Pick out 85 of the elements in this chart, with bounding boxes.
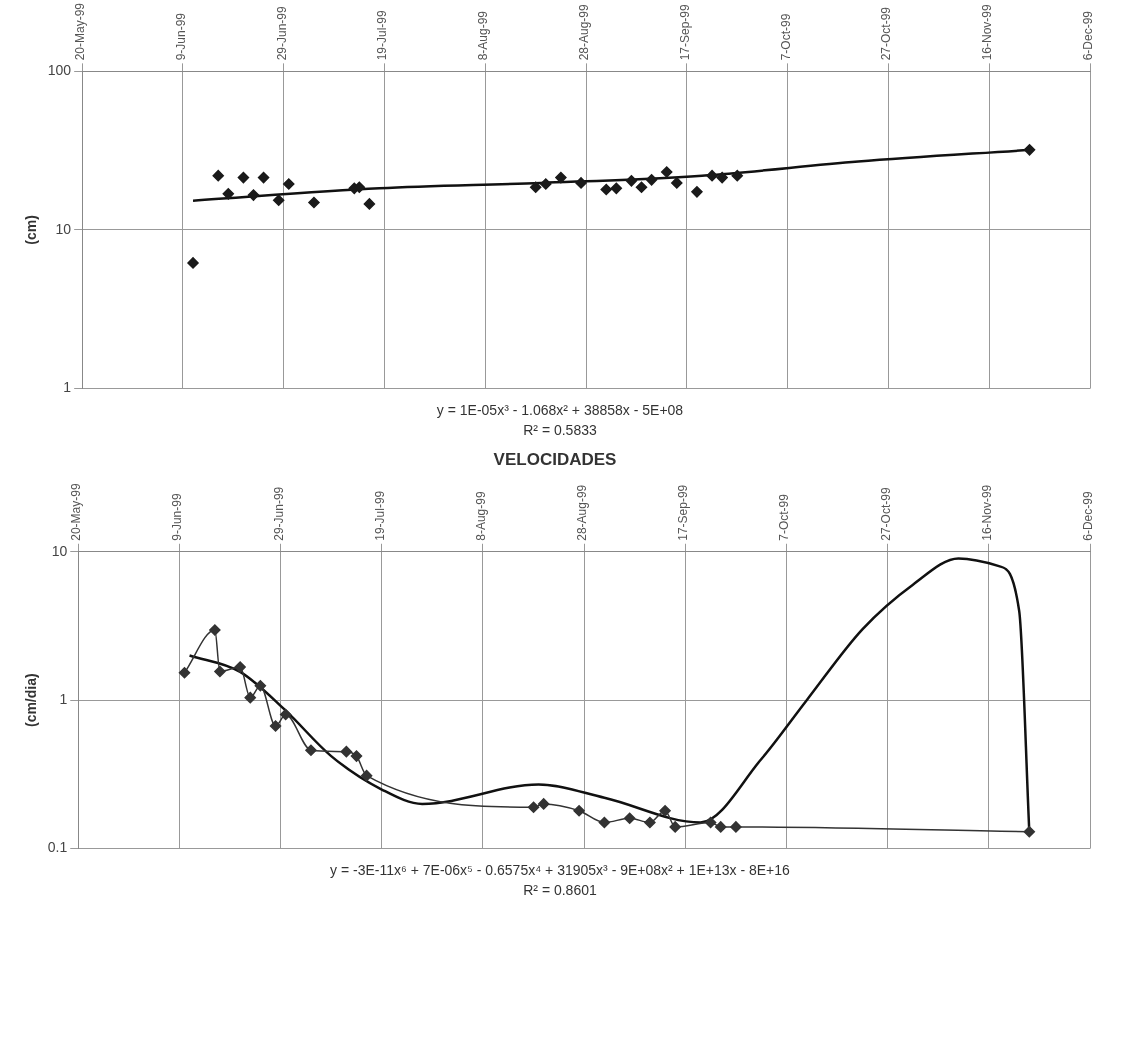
point <box>714 821 727 833</box>
point <box>237 171 250 184</box>
x-tick-label: 19-Jul-99 <box>375 10 390 61</box>
x-tick-label: 29-Jun-99 <box>274 6 289 61</box>
point <box>247 189 260 201</box>
point <box>187 257 199 269</box>
point <box>1023 825 1036 838</box>
point <box>610 182 623 195</box>
point <box>537 798 550 810</box>
point <box>305 744 317 756</box>
text: y = -3E-11x⁶ + 7E-06x⁵ - 0.6575x⁴ + 31905x³ - 9E+08x² + 1E+13x - 8E+16 <box>329 861 791 880</box>
point <box>350 750 363 762</box>
point <box>222 188 235 200</box>
y-axis-title: (cm) <box>23 215 40 245</box>
point <box>178 667 191 679</box>
point <box>269 720 282 732</box>
point <box>645 174 658 186</box>
x-tick-label: 16-Nov-99 <box>980 4 995 61</box>
text: y = 1E-05x³ - 1.068x² + 38858x - 5E+08 <box>435 401 685 420</box>
x-tick-label: 8-Aug-99 <box>473 491 488 541</box>
point <box>272 194 285 206</box>
point <box>283 178 295 190</box>
x-tick-label: 9-Jun-99 <box>173 12 188 61</box>
point <box>209 624 221 636</box>
point <box>527 801 540 813</box>
x-tick-label: 29-Jun-99 <box>271 486 286 541</box>
x-tick-label: 7-Oct-99 <box>777 493 792 541</box>
y-tick-label: 10 <box>55 220 72 237</box>
point <box>731 169 744 182</box>
point <box>691 186 703 198</box>
point <box>575 177 587 189</box>
point <box>671 177 683 189</box>
point <box>730 821 742 833</box>
x-tick-label: 17-Sep-99 <box>677 3 692 61</box>
x-tick-label: 20-May-99 <box>69 483 84 541</box>
point <box>644 816 656 829</box>
point <box>555 171 567 184</box>
x-tick-label: 6-Dec-99 <box>1080 10 1095 61</box>
point <box>363 198 376 210</box>
x-tick-label: 8-Aug-99 <box>476 10 491 61</box>
y-axis-title: (cm/dia) <box>23 673 40 728</box>
point <box>600 183 612 196</box>
y-tick-label: 1 <box>59 691 68 708</box>
x-tick-label: 20-May-99 <box>73 2 88 61</box>
point <box>308 196 320 209</box>
x-tick-label: 16-Nov-99 <box>979 484 994 541</box>
text: R² = 0.8601 <box>522 881 598 900</box>
x-tick-label: 17-Sep-99 <box>676 484 691 541</box>
point <box>340 745 353 758</box>
point <box>214 665 226 678</box>
y-tick-label: 10 <box>51 542 68 559</box>
point <box>623 812 636 825</box>
point <box>360 769 373 782</box>
point <box>635 181 648 193</box>
x-tick-label: 27-Oct-99 <box>878 487 893 541</box>
x-tick-label: 27-Oct-99 <box>879 6 894 61</box>
x-tick-label: 28-Aug-99 <box>575 484 590 541</box>
point <box>716 171 728 184</box>
chart-title: VELOCIDADES <box>493 449 617 469</box>
point <box>706 169 718 182</box>
x-tick-label: 9-Jun-99 <box>170 493 185 541</box>
y-tick-label: 1 <box>63 379 72 396</box>
point <box>1023 144 1036 156</box>
point <box>529 181 542 193</box>
point <box>598 816 611 829</box>
point <box>212 169 224 182</box>
point <box>254 680 267 692</box>
point <box>244 691 257 704</box>
text: R² = 0.5833 <box>522 421 598 440</box>
point <box>704 816 717 829</box>
point <box>257 171 270 184</box>
x-tick-label: 7-Oct-99 <box>778 13 793 61</box>
point <box>279 708 292 721</box>
x-tick-label: 28-Aug-99 <box>576 3 591 61</box>
point <box>659 804 671 817</box>
point <box>540 178 552 190</box>
y-tick-label: 100 <box>47 62 72 79</box>
point <box>234 661 246 673</box>
point <box>625 175 638 187</box>
y-tick-label: 0.1 <box>47 839 68 856</box>
point <box>669 821 681 833</box>
x-tick-label: 6-Dec-99 <box>1080 491 1095 541</box>
x-tick-label: 19-Jul-99 <box>372 490 387 541</box>
point <box>573 804 585 817</box>
point <box>660 166 673 178</box>
